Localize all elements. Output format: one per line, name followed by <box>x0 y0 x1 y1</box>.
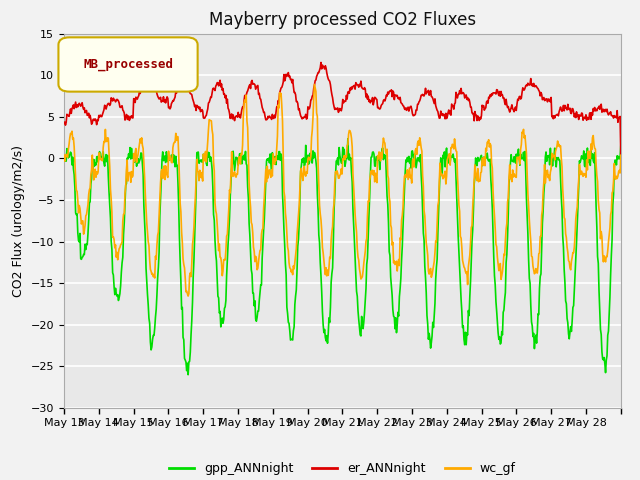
Line: wc_gf: wc_gf <box>64 84 621 296</box>
gpp_ANNnight <box>344 136 352 142</box>
wc_gf <box>60 152 68 158</box>
wc_gf <box>228 173 236 179</box>
gpp_ANNnight <box>125 155 133 160</box>
FancyBboxPatch shape <box>58 37 198 92</box>
wc_gf <box>433 239 440 245</box>
gpp_ANNnight <box>184 372 192 378</box>
er_ANNnight <box>228 111 236 117</box>
gpp_ANNnight <box>433 264 440 270</box>
gpp_ANNnight <box>228 161 236 167</box>
gpp_ANNnight <box>617 143 625 148</box>
wc_gf <box>256 248 264 253</box>
gpp_ANNnight <box>256 289 264 295</box>
wc_gf <box>184 293 192 299</box>
wc_gf <box>277 91 285 96</box>
wc_gf <box>401 172 409 178</box>
wc_gf <box>310 82 318 87</box>
er_ANNnight <box>60 120 68 125</box>
wc_gf <box>125 170 133 176</box>
er_ANNnight <box>317 60 325 65</box>
er_ANNnight <box>401 106 408 112</box>
gpp_ANNnight <box>401 169 409 175</box>
Text: MB_processed: MB_processed <box>83 58 173 71</box>
gpp_ANNnight <box>60 156 68 162</box>
wc_gf <box>617 152 625 158</box>
er_ANNnight <box>276 87 284 93</box>
Title: Mayberry processed CO2 Fluxes: Mayberry processed CO2 Fluxes <box>209 11 476 29</box>
Y-axis label: CO2 Flux (urology/m2/s): CO2 Flux (urology/m2/s) <box>12 145 25 297</box>
er_ANNnight <box>432 103 440 108</box>
Line: er_ANNnight: er_ANNnight <box>64 62 621 155</box>
gpp_ANNnight <box>277 151 285 157</box>
er_ANNnight <box>255 91 263 96</box>
Legend: gpp_ANNnight, er_ANNnight, wc_gf: gpp_ANNnight, er_ANNnight, wc_gf <box>164 457 520 480</box>
er_ANNnight <box>125 118 133 123</box>
Line: gpp_ANNnight: gpp_ANNnight <box>64 139 621 375</box>
er_ANNnight <box>617 152 625 158</box>
